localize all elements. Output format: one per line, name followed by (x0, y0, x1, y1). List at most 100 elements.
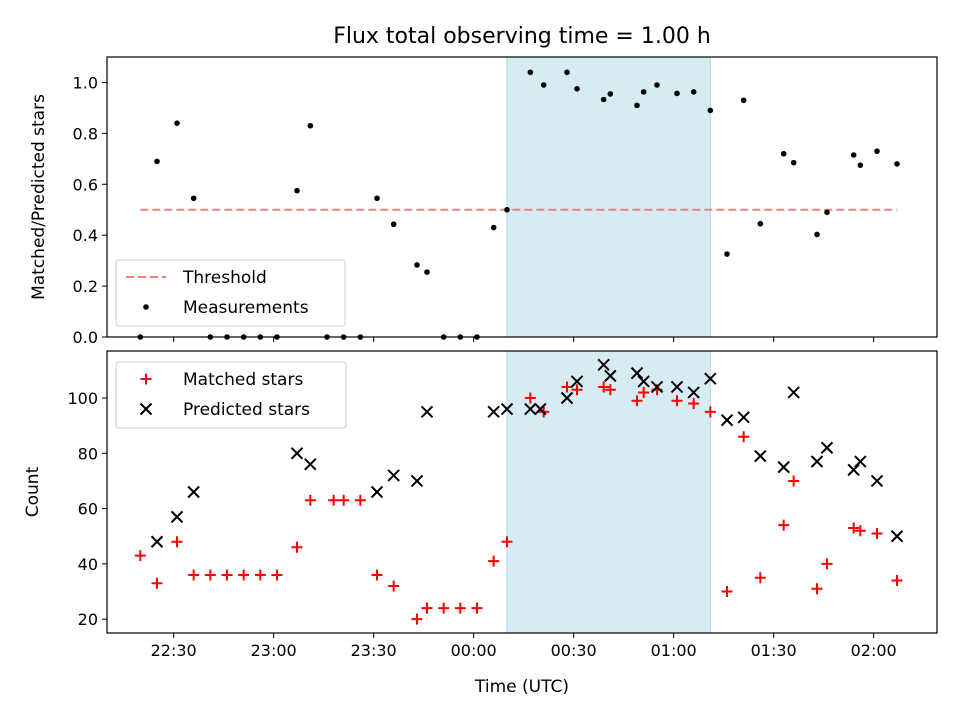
matched-stars-point (328, 494, 340, 506)
y-tick-label: 20 (78, 610, 98, 629)
matched-stars-point (704, 406, 716, 418)
predicted-stars-point (787, 386, 800, 399)
matched-stars-point (204, 569, 216, 581)
measurement-point (690, 89, 697, 95)
ratio-panel: 0.0 0.2 0.4 0.6 0.8 1.0 Matched/Predicted star… (29, 56, 938, 347)
y-tick-label: 0.4 (73, 226, 98, 245)
predicted-stars-point (670, 380, 684, 394)
y-tick-label: 0.0 (73, 328, 98, 347)
predicted-stars-point (754, 449, 767, 463)
predicted-stars-point (420, 405, 434, 419)
predicted-stars-point (687, 386, 700, 399)
y-tick-label: 100 (67, 389, 98, 408)
measurement-point (740, 97, 747, 104)
predicted-stars-point (304, 458, 317, 471)
matched-stars-point (891, 574, 903, 586)
matched-stars-point (354, 494, 366, 506)
measurement-point (780, 150, 787, 157)
x-tick-label: 02:00 (851, 641, 897, 660)
matched-stars-point (631, 395, 643, 407)
measurement-point (504, 206, 510, 213)
matched-stars-point (848, 522, 860, 534)
predicted-stars-point (820, 441, 834, 454)
predicted-stars-point (170, 510, 184, 524)
measurement-point (850, 152, 857, 158)
matched-stars-point (171, 536, 183, 548)
measurement-point (640, 89, 647, 95)
matched-stars-point (754, 572, 766, 584)
predicted-stars-point (487, 405, 500, 419)
measurement-point (374, 195, 380, 202)
predicted-stars-point (630, 366, 644, 380)
measurement-point (824, 209, 830, 216)
measurement-point (424, 269, 430, 275)
x-tick-label: 23:30 (351, 641, 397, 660)
matched-stars-point (151, 577, 163, 589)
measurement-point (634, 102, 640, 109)
predicted-stars-point (854, 455, 867, 468)
measurement-point (600, 96, 607, 103)
legend-label: Matched stars (183, 370, 303, 390)
measurement-point (654, 82, 660, 88)
matched-stars-point (871, 527, 883, 539)
y-tick-label: 1.0 (73, 73, 98, 92)
measurement-point (607, 91, 614, 97)
measurement-point (307, 122, 314, 129)
matched-stars-point (671, 395, 683, 407)
matched-stars-point (438, 602, 450, 614)
matched-stars-point (688, 398, 700, 410)
predicted-stars-point (704, 372, 717, 385)
legend-box (115, 259, 346, 327)
x-tick-label: 22:30 (151, 641, 197, 660)
predicted-stars-point (370, 485, 384, 499)
measurement-point (174, 120, 180, 126)
matched-stars-point (304, 494, 316, 506)
predicted-stars-point (187, 485, 200, 499)
measurement-point (707, 107, 714, 114)
predicted-stars-point (637, 375, 650, 388)
matched-stars-point (411, 613, 423, 625)
matched-stars-point (598, 381, 610, 393)
matched-stars-point (561, 381, 573, 393)
matched-stars-point (811, 583, 823, 595)
predicted-stars-point (597, 358, 610, 372)
predicted-stars-point (604, 369, 617, 383)
measurement-point (294, 187, 300, 194)
matched-stars-point (188, 569, 200, 581)
y-tick-label: 80 (78, 444, 98, 463)
x-tick-label: 23:00 (251, 641, 297, 660)
measurement-point (540, 82, 547, 88)
measurement-point (490, 224, 497, 231)
axes-frame (106, 56, 938, 338)
y-tick-label: 0.6 (73, 175, 98, 194)
legend-measurements-swatch (143, 304, 149, 310)
matched-stars-point (524, 392, 536, 404)
matched-stars-point (221, 569, 233, 581)
matched-stars-point (788, 475, 800, 487)
predicted-stars-point (847, 463, 860, 477)
matched-stars-point (821, 558, 833, 570)
measurement-point (574, 86, 580, 92)
measurement-point (390, 221, 397, 228)
y-axis-label: Matched/Predicted stars (29, 94, 49, 300)
matched-stars-point (778, 519, 790, 531)
matched-stars-point (421, 602, 433, 614)
axes-frame (106, 350, 938, 634)
y-tick-label: 60 (78, 500, 98, 519)
measurement-point (757, 220, 764, 227)
predicted-stars-point (524, 402, 537, 416)
matched-stars-point (501, 536, 513, 548)
legend-predicted-swatch (139, 402, 153, 416)
chart-title: Flux total observing time = 1.00 h (333, 24, 711, 49)
matched-stars-point (638, 386, 650, 398)
measurement-point (527, 69, 534, 76)
y-tick-label: 0.8 (73, 124, 98, 143)
matched-stars-point (388, 580, 400, 592)
legend-label: Threshold (182, 268, 267, 288)
matched-stars-point (738, 431, 750, 443)
predicted-stars-point (500, 402, 514, 416)
predicted-stars-point (150, 535, 164, 548)
observing-time-highlight (506, 350, 711, 634)
measurement-point (894, 161, 900, 167)
